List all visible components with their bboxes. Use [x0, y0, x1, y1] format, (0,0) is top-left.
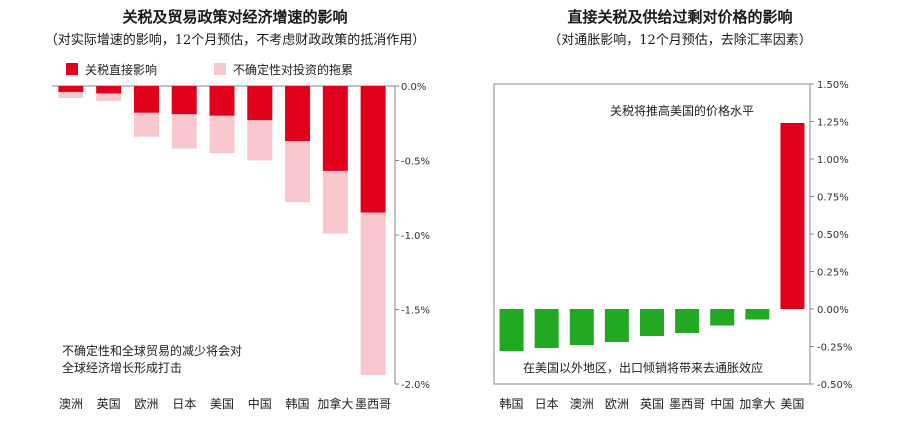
bar-negative — [604, 309, 629, 342]
y-tick-label: 0.00% — [817, 305, 849, 316]
y-tick-label: 0.50% — [817, 230, 849, 241]
x-tick-label: 加拿大 — [739, 396, 775, 411]
bar-positive — [780, 123, 805, 309]
bar-direct-tariff — [58, 86, 84, 92]
bar-negative — [745, 309, 770, 320]
left-chart: 0.0% -0.5% -1.0% -1.5% -2.0% 澳洲 英国 欧洲 日本 美国 中国 韩国 加拿… — [52, 62, 430, 411]
x-tick-label: 墨西哥 — [355, 397, 391, 411]
chart-annotation: 不确定性和全球贸易的减少将会对 — [62, 343, 242, 358]
bar-direct-tariff — [360, 86, 386, 213]
right-chart-subtitle: （对通胀影响，12个月预估，去除汇率因素） — [548, 33, 812, 48]
bar-uncertainty-drag — [322, 170, 348, 234]
x-tick-label: 日本 — [535, 397, 559, 411]
y-tick-label: -0.25% — [817, 343, 852, 354]
bar-uncertainty-drag — [96, 93, 122, 101]
bar-direct-tariff — [322, 86, 348, 171]
y-tick-label: -2.0% — [401, 380, 430, 391]
y-tick-label: -0.5% — [401, 157, 430, 168]
chart-annotation: 关税将推高美国的价格水平 — [610, 103, 754, 118]
x-tick-label: 澳洲 — [570, 397, 594, 411]
bar-direct-tariff — [133, 86, 159, 113]
y-tick-label: 0.75% — [817, 193, 849, 204]
left-chart-subtitle: （对实际增速的影响，12个月预估，不考虑财政政策的抵消作用） — [44, 33, 426, 48]
bar-negative — [534, 309, 559, 348]
bar-direct-tariff — [209, 86, 235, 116]
y-tick-label: -1.0% — [401, 231, 430, 242]
y-tick-label: -1.5% — [401, 306, 430, 317]
bar-uncertainty-drag — [171, 114, 197, 149]
bar-uncertainty-drag — [247, 120, 273, 161]
x-tick-label: 欧洲 — [605, 397, 629, 411]
bar-uncertainty-drag — [58, 91, 84, 98]
y-tick-label: 1.50% — [817, 80, 849, 91]
bar-negative — [710, 309, 735, 326]
bar-direct-tariff — [171, 86, 197, 115]
bar-direct-tariff — [247, 86, 273, 121]
x-tick-label: 欧洲 — [134, 397, 158, 411]
bar-negative — [640, 309, 664, 336]
x-tick-label: 英国 — [640, 397, 664, 411]
bar-direct-tariff — [285, 86, 311, 142]
x-tick-label: 日本 — [172, 397, 196, 411]
x-tick-label: 韩国 — [500, 396, 524, 411]
bar-uncertainty-drag — [133, 112, 159, 137]
y-tick-label: 1.00% — [817, 155, 849, 166]
x-tick-label: 墨西哥 — [669, 397, 705, 411]
chart-annotation: 在美国以外地区，出口倾销将带来去通胀效应 — [523, 360, 763, 375]
y-tick-label: 0.25% — [817, 268, 849, 279]
x-tick-label: 澳洲 — [59, 397, 83, 411]
bar-uncertainty-drag — [285, 141, 311, 203]
chart-annotation: 全球经济增长形成打击 — [62, 360, 182, 375]
right-chart-title: 直接关税及供给过剩对价格的影响 — [567, 8, 793, 26]
x-tick-label: 中国 — [248, 396, 272, 411]
x-tick-label: 美国 — [780, 397, 804, 411]
bar-uncertainty-drag — [209, 115, 235, 154]
x-tick-label: 中国 — [710, 396, 734, 411]
bar-negative — [499, 309, 524, 351]
x-tick-label: 英国 — [97, 397, 121, 411]
bar-uncertainty-drag — [360, 212, 386, 376]
bar-direct-tariff — [96, 86, 122, 94]
left-chart-title: 关税及贸易政策对经济增速的影响 — [122, 8, 348, 26]
legend-label: 关税直接影响 — [85, 62, 157, 77]
legend-swatch — [214, 63, 226, 75]
bar-negative — [569, 309, 594, 345]
legend-swatch — [66, 63, 78, 75]
x-tick-label: 加拿大 — [317, 396, 353, 411]
x-tick-label: 美国 — [210, 397, 234, 411]
bar-negative — [675, 309, 700, 333]
legend-label: 不确定性对投资的拖累 — [233, 62, 353, 77]
y-tick-label: 0.0% — [401, 82, 426, 93]
x-tick-label: 韩国 — [286, 396, 310, 411]
y-tick-label: 1.25% — [817, 118, 849, 129]
right-chart: 1.50% 1.25% 1.00% 0.75% 0.50% 0.25% 0.00% -0.25… — [493, 80, 852, 411]
y-tick-label: -0.50% — [817, 380, 852, 391]
